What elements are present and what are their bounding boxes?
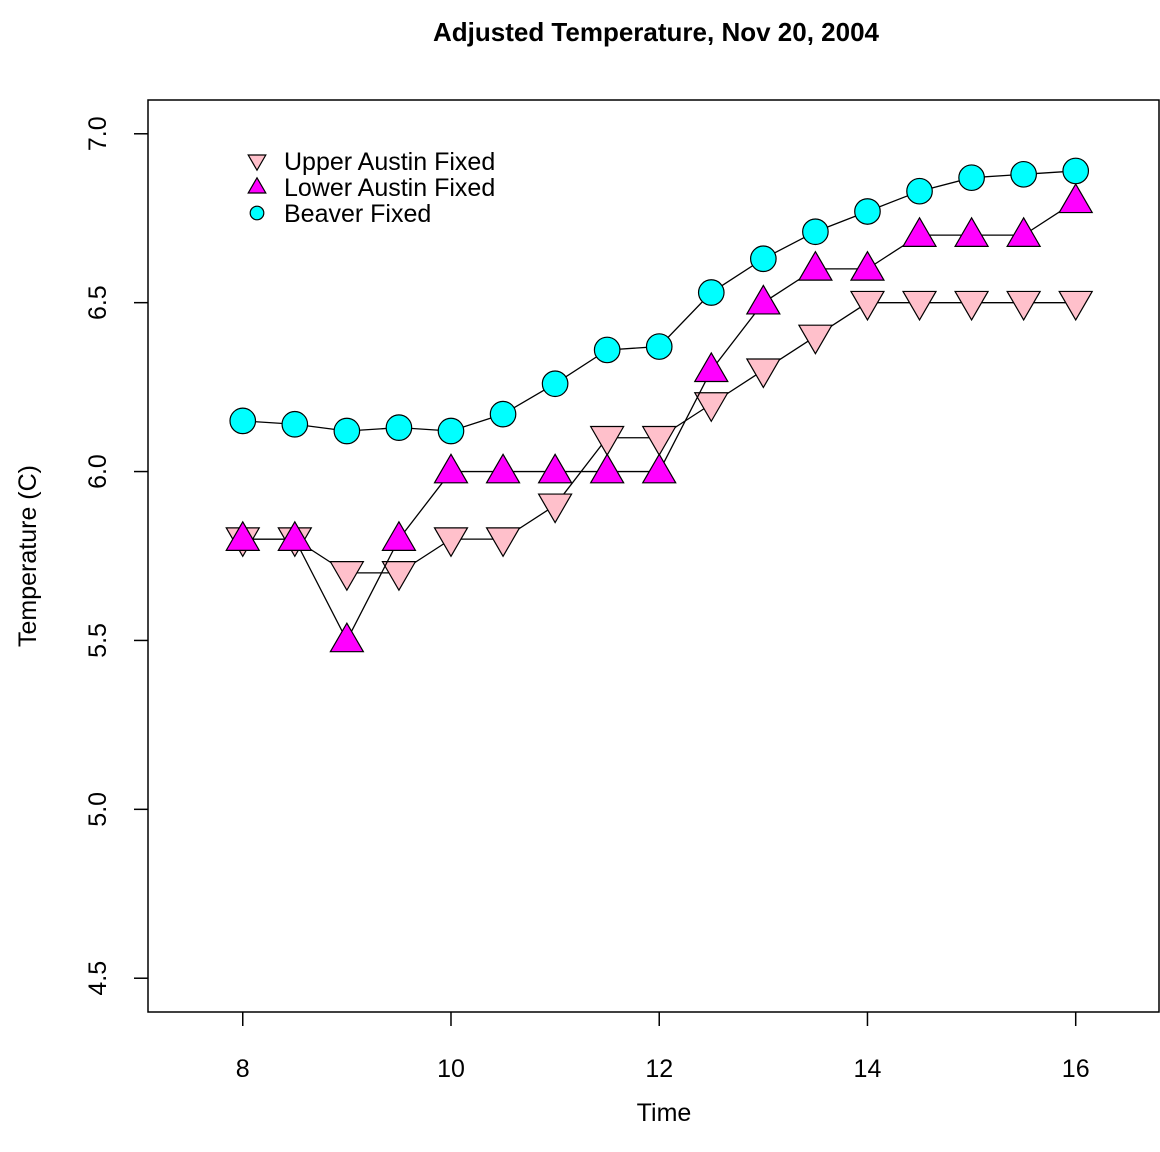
x-tick-label: 14 xyxy=(854,1055,882,1083)
point xyxy=(541,370,569,398)
point xyxy=(589,453,625,484)
x-tick-label: 12 xyxy=(645,1055,673,1083)
point xyxy=(797,324,833,355)
point xyxy=(485,453,521,484)
point xyxy=(697,279,725,306)
point xyxy=(437,417,465,445)
x-tick-label: 16 xyxy=(1062,1055,1090,1083)
point xyxy=(1062,157,1090,185)
legend-label: Lower Austin Fixed xyxy=(284,174,495,202)
y-tick-label: 7.0 xyxy=(84,116,112,151)
point xyxy=(641,425,677,457)
chart-title: Adjusted Temperature, Nov 20, 2004 xyxy=(433,17,880,47)
y-tick-label: 5.0 xyxy=(84,792,112,827)
point xyxy=(693,351,729,383)
y-tick-label: 6.5 xyxy=(84,285,112,320)
y-axis-label: Temperature (C) xyxy=(14,465,42,647)
legend-marker xyxy=(247,176,267,194)
legend-label: Upper Austin Fixed xyxy=(284,148,495,176)
x-axis-label: Time xyxy=(637,1099,692,1127)
x-tick-label: 8 xyxy=(236,1055,250,1083)
series-line xyxy=(242,200,1077,642)
point xyxy=(954,290,990,322)
point xyxy=(901,216,938,247)
point xyxy=(433,527,469,558)
point xyxy=(854,198,881,225)
plot-frame xyxy=(147,99,1160,1013)
point xyxy=(693,392,729,423)
point xyxy=(1058,182,1094,214)
point xyxy=(797,250,833,281)
point xyxy=(1006,216,1042,247)
y-tick-label: 5.5 xyxy=(84,623,112,658)
point xyxy=(645,333,673,360)
legend-marker xyxy=(247,154,267,172)
point xyxy=(954,216,990,247)
point xyxy=(489,400,517,428)
y-tick-label: 4.5 xyxy=(84,961,112,996)
point xyxy=(385,414,413,441)
point xyxy=(849,250,886,281)
point xyxy=(225,520,261,551)
point xyxy=(537,453,573,484)
point xyxy=(589,425,625,457)
point xyxy=(485,527,521,558)
point xyxy=(381,561,417,592)
point xyxy=(958,164,985,192)
point xyxy=(749,245,777,273)
point xyxy=(229,407,257,435)
point xyxy=(277,520,313,551)
x-tick-label: 10 xyxy=(437,1055,465,1083)
point xyxy=(329,561,365,592)
point xyxy=(593,336,621,364)
y-tick-label: 6.0 xyxy=(84,454,112,489)
point xyxy=(802,218,829,246)
point xyxy=(1010,160,1037,188)
point xyxy=(906,177,933,205)
point xyxy=(381,520,417,551)
point xyxy=(1058,290,1094,322)
point xyxy=(433,453,469,484)
point xyxy=(901,290,938,322)
point xyxy=(329,621,365,653)
point xyxy=(281,410,309,438)
legend-label: Beaver Fixed xyxy=(284,200,431,228)
point xyxy=(641,453,677,484)
point xyxy=(333,417,361,445)
point xyxy=(537,493,573,524)
point xyxy=(849,290,886,322)
point xyxy=(745,284,781,315)
legend-marker xyxy=(249,205,265,221)
point xyxy=(1006,290,1042,322)
point xyxy=(745,358,781,389)
